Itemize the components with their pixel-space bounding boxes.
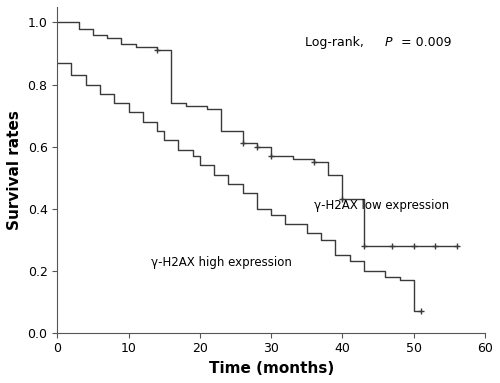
Text: = 0.009: = 0.009 (398, 36, 452, 49)
Text: Log-rank,: Log-rank, (306, 36, 368, 49)
X-axis label: Time (months): Time (months) (208, 361, 334, 376)
Y-axis label: Survival rates: Survival rates (7, 110, 22, 230)
Text: P: P (384, 36, 392, 49)
Text: γ-H2AX low expression: γ-H2AX low expression (314, 199, 449, 212)
Text: γ-H2AX high expression: γ-H2AX high expression (152, 256, 292, 269)
